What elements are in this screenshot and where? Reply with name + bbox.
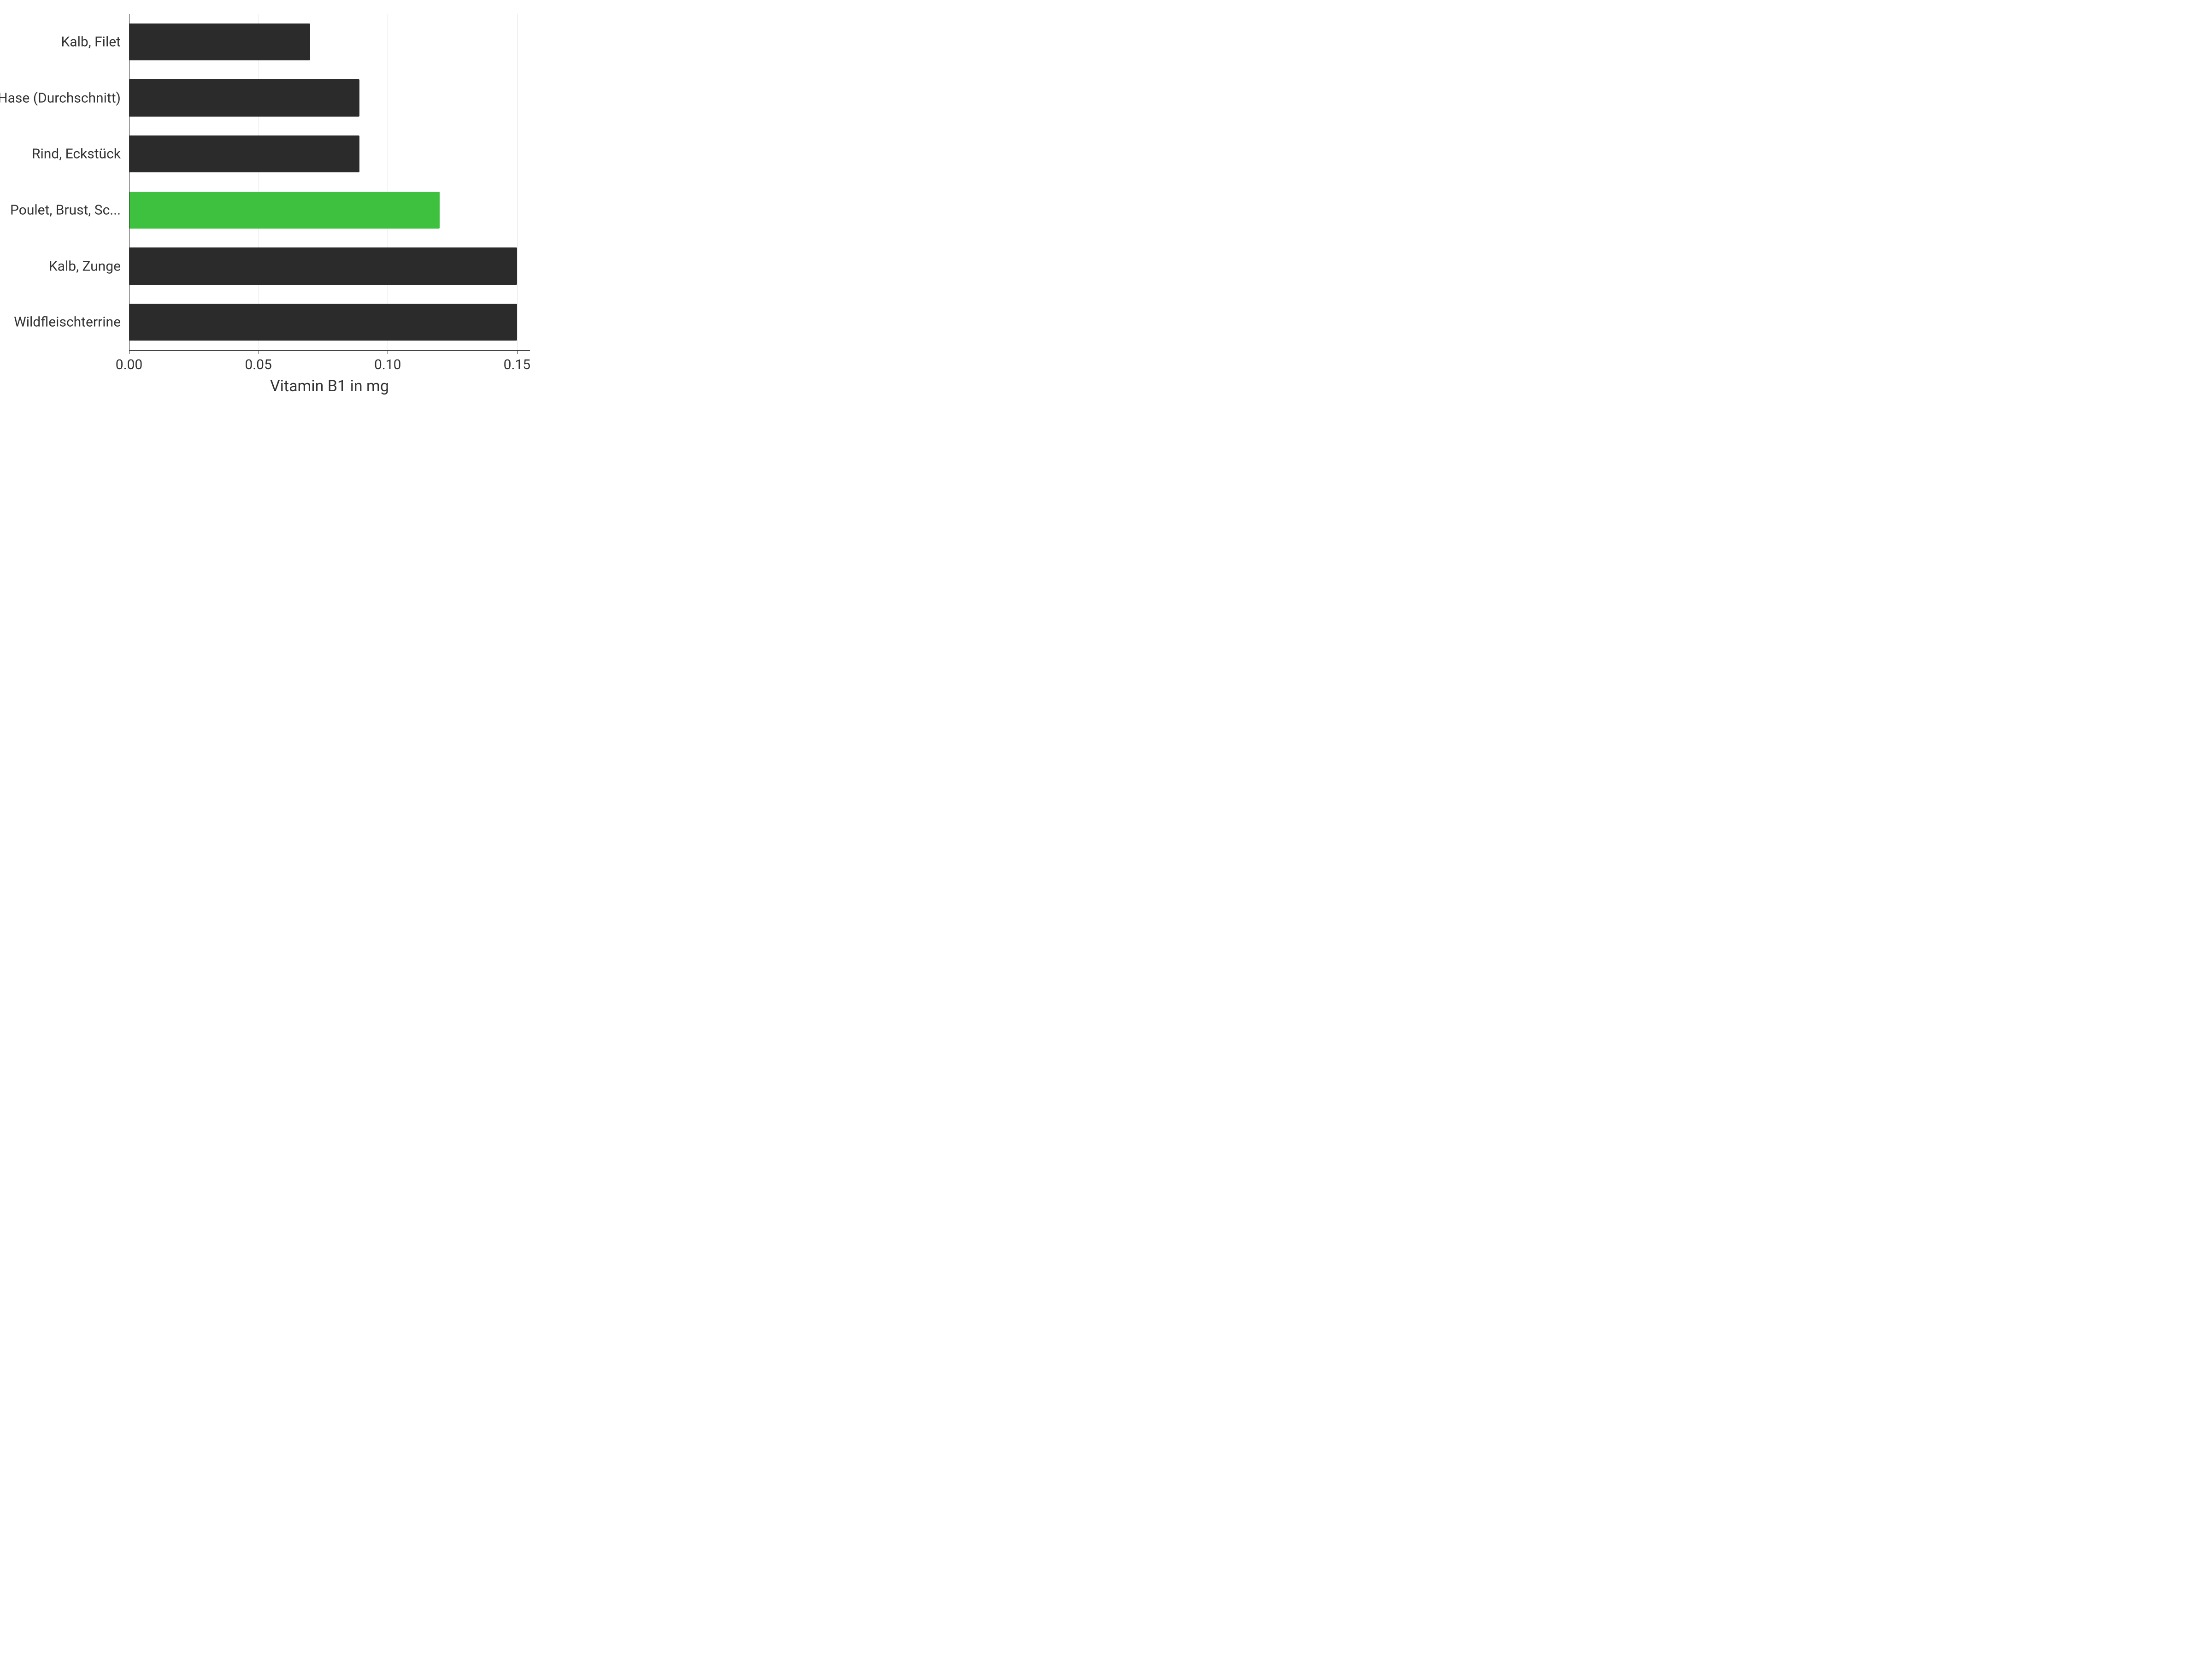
x-tick-mark xyxy=(517,350,518,354)
bar xyxy=(129,247,517,284)
y-axis-label: Rind, Eckstück xyxy=(32,146,121,162)
y-axis-label: Poulet, Brust, Sc... xyxy=(10,202,121,218)
y-axis-label: Hase (Durchschnitt) xyxy=(0,90,121,106)
plot-area xyxy=(129,14,530,350)
bar xyxy=(129,192,440,229)
y-axis-label: Kalb, Filet xyxy=(61,34,121,50)
grid-line xyxy=(517,14,518,350)
x-tick-label: 0.00 xyxy=(116,357,143,373)
bar-chart: Kalb, Filet Hase (Durchschnitt) Rind, Ecks… xyxy=(0,0,553,415)
y-axis-label: Kalb, Zunge xyxy=(49,258,121,274)
bar xyxy=(129,79,359,116)
x-axis-title: Vitamin B1 in mg xyxy=(270,377,389,395)
x-tick-label: 0.10 xyxy=(374,357,401,373)
y-axis-label: Wildfleischterrine xyxy=(14,314,121,330)
bar xyxy=(129,24,310,60)
x-tick-label: 0.15 xyxy=(504,357,531,373)
x-tick-label: 0.05 xyxy=(245,357,272,373)
bar xyxy=(129,304,517,341)
bar xyxy=(129,135,359,172)
x-axis-line xyxy=(129,350,530,351)
